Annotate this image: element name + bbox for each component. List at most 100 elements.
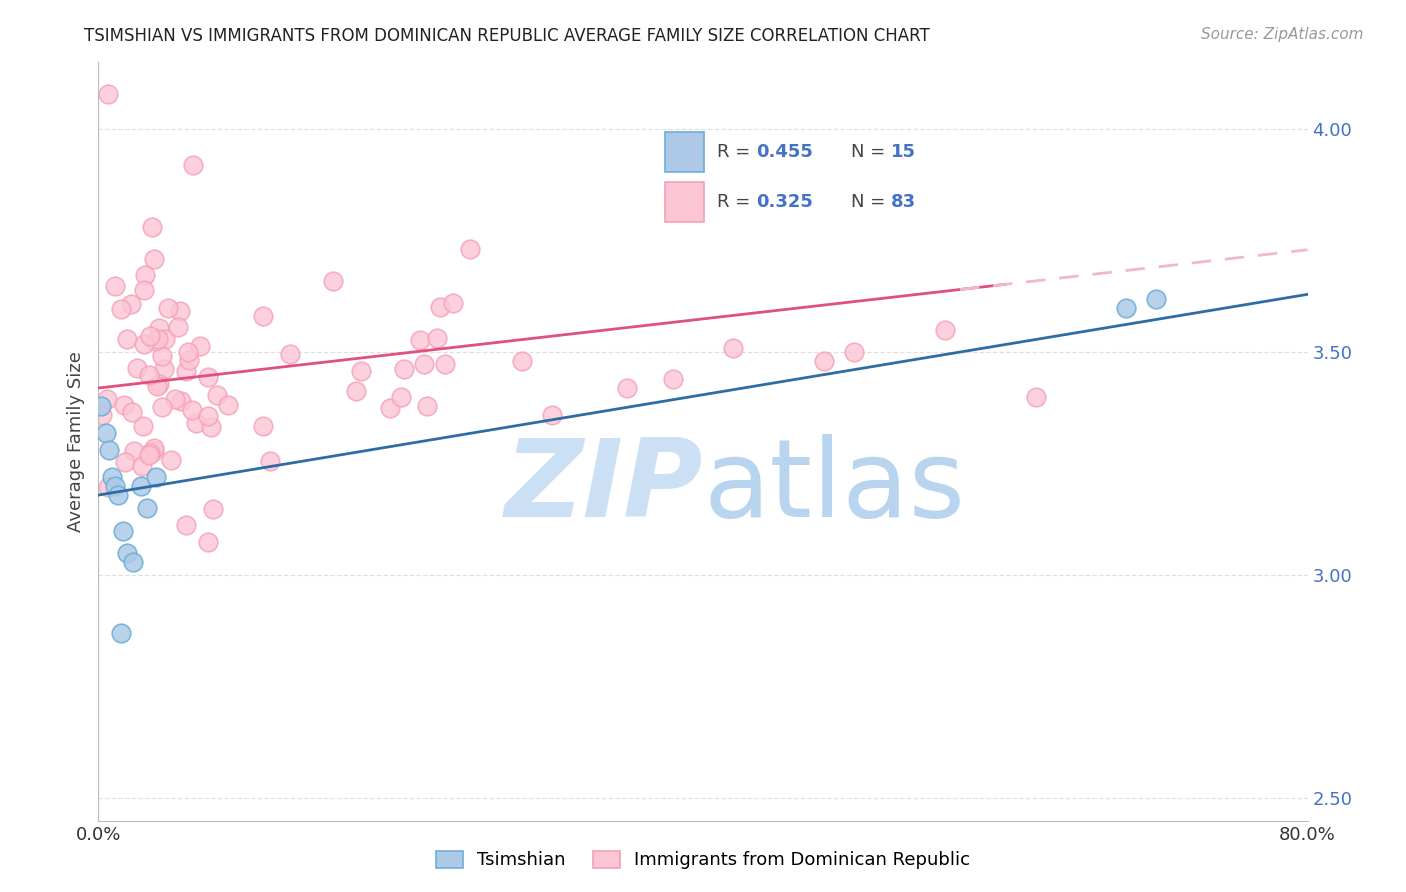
Point [107, 488, 129, 502]
Text: Source: ZipAtlas.com: Source: ZipAtlas.com [1201, 27, 1364, 42]
Text: ZIP: ZIP [505, 434, 703, 540]
Point [160, 452, 183, 467]
Point [616, 381, 638, 395]
Point [156, 301, 179, 315]
Point [180, 402, 202, 417]
Point [202, 501, 225, 516]
Legend: Tsimshian, Immigrants from Dominican Republic: Tsimshian, Immigrants from Dominican Rep… [426, 842, 980, 879]
Point [94, 425, 117, 440]
Point [217, 398, 239, 412]
Point [132, 337, 155, 351]
Text: R =: R = [717, 193, 756, 211]
Point [150, 400, 173, 414]
Point [138, 448, 160, 462]
Point [425, 331, 447, 345]
Point [177, 345, 200, 359]
Point [139, 328, 162, 343]
Point [96, 392, 118, 406]
Point [121, 405, 143, 419]
Point [146, 332, 169, 346]
Point [110, 626, 132, 640]
Point [120, 297, 142, 311]
Point [1024, 390, 1046, 404]
Point [344, 384, 367, 398]
Point [143, 441, 166, 455]
Point [169, 304, 191, 318]
Text: 0.325: 0.325 [756, 193, 814, 211]
Point [200, 420, 222, 434]
Point [131, 459, 153, 474]
Point [165, 392, 187, 406]
Point [184, 416, 207, 430]
Point [104, 479, 127, 493]
Point [141, 220, 163, 235]
Point [114, 455, 136, 469]
Point [259, 454, 281, 468]
Point [142, 252, 165, 266]
Point [145, 378, 167, 392]
Point [145, 470, 167, 484]
Point [349, 364, 371, 378]
Point [179, 352, 201, 367]
Point [252, 418, 274, 433]
Point [104, 279, 127, 293]
Point [661, 372, 683, 386]
Point [98, 443, 121, 458]
Point [170, 394, 193, 409]
Point [174, 518, 197, 533]
Point [129, 479, 152, 493]
Point [115, 332, 138, 346]
Point [389, 390, 412, 404]
Point [174, 364, 197, 378]
Y-axis label: Average Family Size: Average Family Size [66, 351, 84, 532]
Point [101, 470, 124, 484]
Point [278, 347, 301, 361]
Point [90, 399, 112, 413]
Point [153, 331, 176, 345]
Text: N =: N = [852, 143, 891, 161]
FancyBboxPatch shape [665, 132, 704, 172]
Point [433, 357, 456, 371]
Point [142, 443, 165, 458]
Point [122, 444, 145, 458]
FancyBboxPatch shape [665, 182, 704, 222]
Point [110, 302, 132, 317]
Point [97, 480, 120, 494]
Point [138, 368, 160, 383]
Point [111, 524, 134, 538]
Text: 15: 15 [890, 143, 915, 161]
Point [188, 339, 211, 353]
Point [458, 242, 481, 256]
Point [380, 401, 402, 415]
Point [153, 362, 176, 376]
Point [148, 320, 170, 334]
Point [134, 268, 156, 282]
Point [322, 274, 344, 288]
Point [125, 360, 148, 375]
Point [181, 158, 204, 172]
Text: TSIMSHIAN VS IMMIGRANTS FROM DOMINICAN REPUBLIC AVERAGE FAMILY SIZE CORRELATION : TSIMSHIAN VS IMMIGRANTS FROM DOMINICAN R… [84, 27, 931, 45]
Point [723, 341, 745, 355]
Point [112, 398, 135, 412]
Point [91, 408, 114, 422]
Point [145, 334, 167, 348]
Point [139, 445, 162, 459]
Point [540, 408, 562, 422]
Point [132, 283, 155, 297]
Point [150, 349, 173, 363]
Point [1146, 292, 1168, 306]
Point [167, 319, 190, 334]
Point [413, 357, 436, 371]
Point [197, 535, 219, 549]
Text: N =: N = [852, 193, 891, 211]
Point [97, 87, 120, 101]
Point [122, 555, 145, 569]
Point [441, 295, 464, 310]
Text: atlas: atlas [703, 434, 965, 540]
Point [416, 399, 439, 413]
Point [252, 309, 274, 323]
Point [409, 334, 432, 348]
Point [934, 323, 956, 337]
Text: 0.455: 0.455 [756, 143, 814, 161]
Point [197, 409, 219, 423]
